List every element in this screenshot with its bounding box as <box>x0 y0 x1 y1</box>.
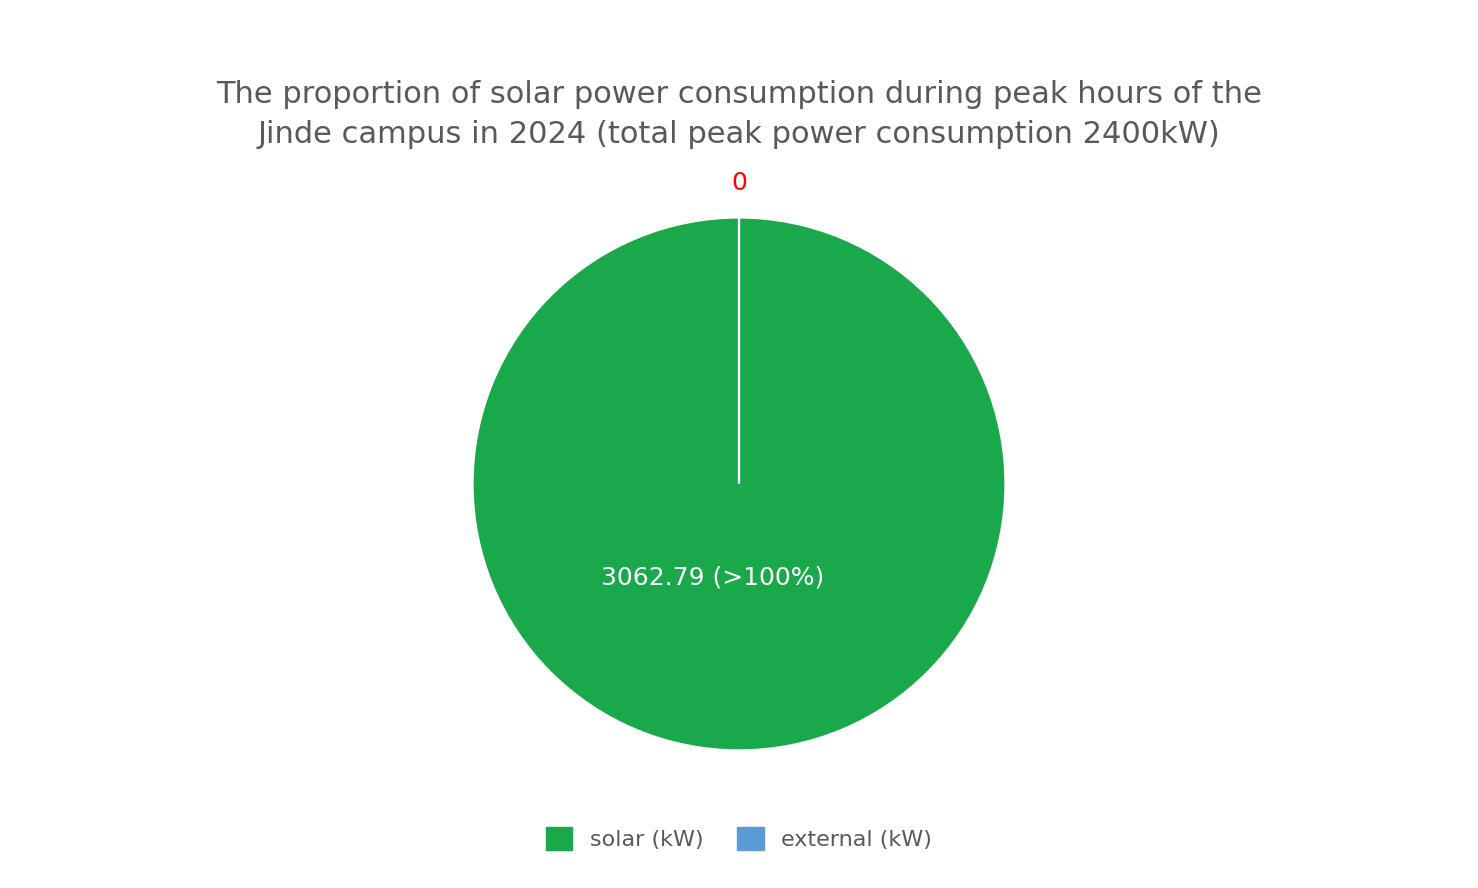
Text: The proportion of solar power consumption during peak hours of the
Jinde campus : The proportion of solar power consumptio… <box>216 80 1262 149</box>
Legend: solar (kW), external (kW): solar (kW), external (kW) <box>537 819 941 859</box>
Wedge shape <box>473 218 1005 750</box>
Text: 3062.79 (>100%): 3062.79 (>100%) <box>600 565 825 590</box>
Text: 0: 0 <box>732 170 746 195</box>
